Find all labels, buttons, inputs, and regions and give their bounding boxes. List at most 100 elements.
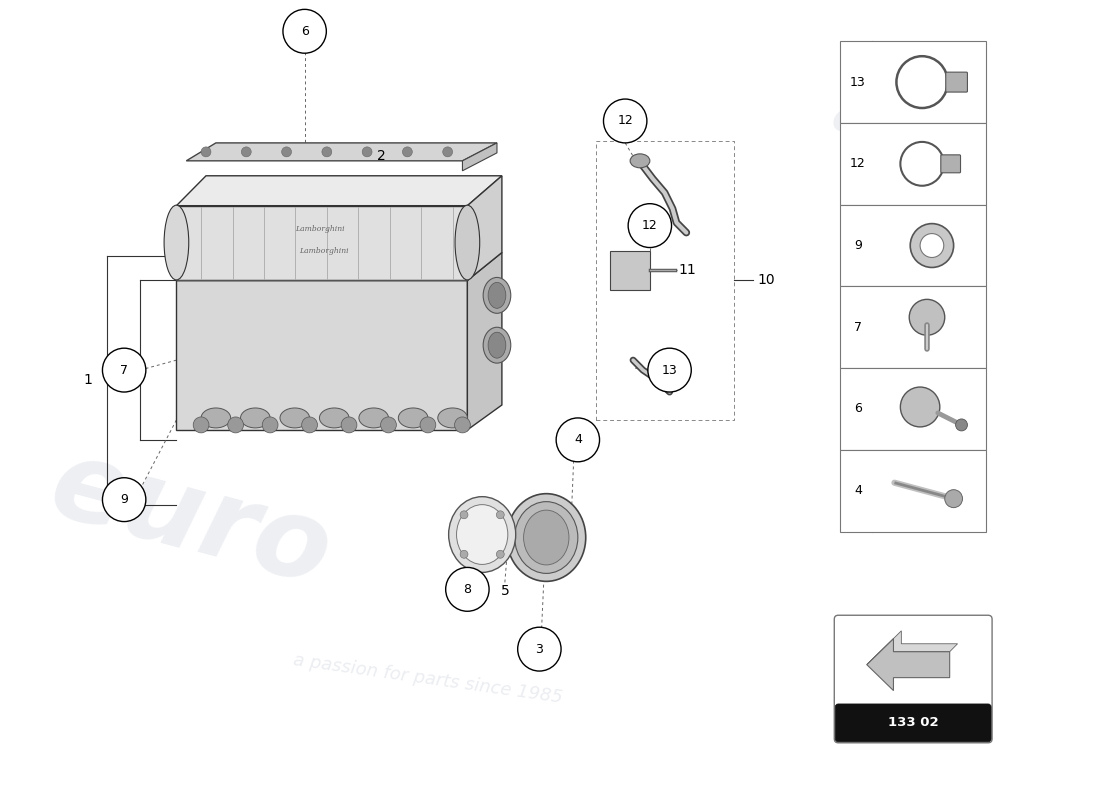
- Circle shape: [283, 10, 327, 54]
- Text: 9: 9: [120, 493, 128, 506]
- Text: 9: 9: [854, 239, 862, 252]
- Ellipse shape: [488, 282, 506, 308]
- FancyBboxPatch shape: [840, 42, 987, 123]
- Circle shape: [201, 147, 211, 157]
- Circle shape: [460, 511, 467, 518]
- FancyBboxPatch shape: [834, 615, 992, 743]
- Text: since 1985: since 1985: [879, 199, 962, 242]
- Circle shape: [102, 478, 146, 522]
- Circle shape: [628, 204, 671, 247]
- Circle shape: [920, 234, 944, 258]
- Ellipse shape: [488, 332, 506, 358]
- Ellipse shape: [483, 327, 510, 363]
- FancyBboxPatch shape: [840, 286, 987, 368]
- Ellipse shape: [359, 408, 388, 428]
- FancyBboxPatch shape: [840, 205, 987, 286]
- Text: 10: 10: [758, 274, 776, 287]
- Ellipse shape: [164, 205, 189, 280]
- Circle shape: [381, 417, 396, 433]
- Circle shape: [102, 348, 146, 392]
- Text: 2: 2: [376, 149, 385, 163]
- Text: 1: 1: [84, 373, 92, 387]
- Polygon shape: [468, 253, 502, 430]
- Circle shape: [442, 147, 452, 157]
- Polygon shape: [176, 253, 502, 281]
- Ellipse shape: [630, 154, 650, 168]
- Circle shape: [557, 418, 600, 462]
- Circle shape: [460, 550, 467, 558]
- Polygon shape: [186, 143, 497, 161]
- Circle shape: [403, 147, 412, 157]
- Polygon shape: [867, 630, 958, 665]
- FancyBboxPatch shape: [840, 123, 987, 205]
- FancyBboxPatch shape: [840, 450, 987, 531]
- FancyBboxPatch shape: [940, 155, 960, 173]
- Text: 13: 13: [850, 76, 866, 89]
- Circle shape: [446, 567, 490, 611]
- Circle shape: [420, 417, 436, 433]
- Ellipse shape: [449, 497, 516, 572]
- Ellipse shape: [515, 502, 578, 574]
- Text: 6: 6: [300, 25, 309, 38]
- Text: 13: 13: [662, 364, 678, 377]
- Circle shape: [910, 299, 945, 335]
- Circle shape: [194, 417, 209, 433]
- Circle shape: [604, 99, 647, 143]
- Ellipse shape: [241, 408, 271, 428]
- Circle shape: [901, 387, 939, 427]
- Ellipse shape: [280, 408, 309, 428]
- Text: 8: 8: [121, 353, 130, 367]
- Circle shape: [362, 147, 372, 157]
- Text: 8: 8: [463, 583, 472, 596]
- Text: 4: 4: [574, 434, 582, 446]
- Circle shape: [496, 550, 504, 558]
- Text: 12: 12: [642, 219, 658, 232]
- Text: Lamborghini: Lamborghini: [295, 225, 344, 233]
- Circle shape: [301, 417, 318, 433]
- Ellipse shape: [398, 408, 428, 428]
- Ellipse shape: [524, 510, 569, 565]
- Polygon shape: [610, 250, 650, 290]
- Text: euro: euro: [40, 431, 343, 608]
- Ellipse shape: [483, 278, 510, 314]
- Text: 6: 6: [854, 402, 862, 415]
- Circle shape: [956, 419, 967, 431]
- Circle shape: [262, 417, 278, 433]
- Circle shape: [228, 417, 243, 433]
- Text: Lamborghini: Lamborghini: [299, 246, 349, 254]
- Text: euro: euro: [832, 102, 932, 140]
- Polygon shape: [468, 176, 502, 281]
- Ellipse shape: [507, 494, 585, 582]
- Ellipse shape: [455, 205, 480, 280]
- Circle shape: [518, 627, 561, 671]
- FancyBboxPatch shape: [835, 704, 991, 742]
- Circle shape: [341, 417, 356, 433]
- Ellipse shape: [201, 408, 231, 428]
- Polygon shape: [176, 281, 468, 430]
- Ellipse shape: [456, 505, 508, 565]
- Circle shape: [910, 224, 954, 267]
- Text: 12: 12: [617, 114, 634, 127]
- Text: 12: 12: [850, 158, 866, 170]
- Polygon shape: [176, 206, 468, 281]
- Text: 5: 5: [500, 584, 509, 598]
- Circle shape: [282, 147, 292, 157]
- Circle shape: [322, 147, 332, 157]
- Polygon shape: [867, 638, 949, 690]
- Circle shape: [454, 417, 471, 433]
- Circle shape: [648, 348, 691, 392]
- Text: 11: 11: [679, 263, 696, 278]
- Text: 7: 7: [854, 321, 862, 334]
- Polygon shape: [176, 176, 502, 206]
- FancyBboxPatch shape: [946, 72, 967, 92]
- Polygon shape: [462, 143, 497, 170]
- Text: 4: 4: [854, 484, 862, 497]
- FancyBboxPatch shape: [840, 368, 987, 450]
- Circle shape: [945, 490, 962, 508]
- Text: a passion for parts since 1985: a passion for parts since 1985: [293, 651, 564, 707]
- Circle shape: [496, 511, 504, 518]
- Text: 7: 7: [120, 364, 128, 377]
- Ellipse shape: [319, 408, 349, 428]
- Polygon shape: [517, 518, 578, 554]
- Ellipse shape: [438, 408, 468, 428]
